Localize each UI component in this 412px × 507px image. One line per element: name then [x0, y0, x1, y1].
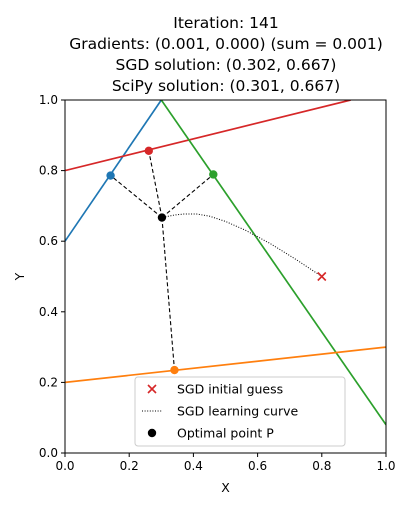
constraint-line-0 [65, 100, 163, 242]
axis-ticks: 0.0 0.2 0.4 0.6 0.8 1.0 0.0 0.2 0.4 0.6 0.8 1.0 [39, 93, 396, 473]
legend-label: SGD learning curve [177, 404, 299, 419]
y-tick-label: 0.0 [39, 446, 58, 460]
projection-connector-1 [148, 150, 163, 218]
projection-point-1 [144, 146, 153, 156]
title-line-1: Iteration: 141 [173, 14, 278, 32]
legend-box [134, 376, 346, 447]
title-line-3: SGD solution: (0.302, 0.667) [116, 56, 337, 74]
chart-title: Iteration: 141 Gradients: (0.001, 0.000)… [69, 14, 383, 95]
plot-area [65, 100, 386, 426]
projection-point-2 [209, 170, 218, 179]
constraint-line-2 [160, 100, 386, 426]
x-tick-label: 0.2 [120, 459, 139, 473]
y-tick-label: 0.2 [39, 375, 58, 389]
legend: SGD initial guess SGD learning curve Optim… [134, 376, 346, 447]
legend-label: Optimal point P [177, 426, 274, 441]
projection-connector-2 [161, 174, 214, 218]
constraint-line-1 [65, 100, 351, 172]
legend-label: SGD initial guess [177, 382, 283, 397]
y-tick-label: 0.8 [39, 164, 58, 178]
y-axis-label: Y [12, 272, 27, 281]
constraint-line-3 [65, 346, 386, 384]
legend-marker-initial-guess [147, 384, 157, 394]
y-tick-label: 0.4 [39, 305, 58, 319]
x-tick-label: 0.4 [184, 459, 203, 473]
projection-point-0 [106, 171, 115, 180]
title-line-2: Gradients: (0.001, 0.000) (sum = 0.001) [69, 35, 383, 53]
sgd-initial-guess-marker [317, 271, 327, 282]
x-tick-label: 0.8 [312, 459, 331, 473]
legend-marker-optimal-point [147, 428, 157, 438]
x-tick-label: 1.0 [376, 459, 395, 473]
y-tick-label: 0.6 [39, 234, 58, 248]
x-tick-label: 0.0 [55, 459, 74, 473]
x-axis-label: X [221, 480, 230, 495]
projection-point-3 [170, 365, 179, 375]
plot-frame [64, 99, 387, 454]
y-tick-label: 1.0 [39, 93, 58, 107]
title-line-4: SciPy solution: (0.301, 0.667) [112, 77, 340, 95]
sgd-learning-curve [161, 213, 323, 277]
x-tick-label: 0.6 [248, 459, 267, 473]
optimal-point [157, 213, 167, 222]
projection-connector-0 [110, 175, 163, 218]
projection-connector-3 [161, 217, 176, 371]
